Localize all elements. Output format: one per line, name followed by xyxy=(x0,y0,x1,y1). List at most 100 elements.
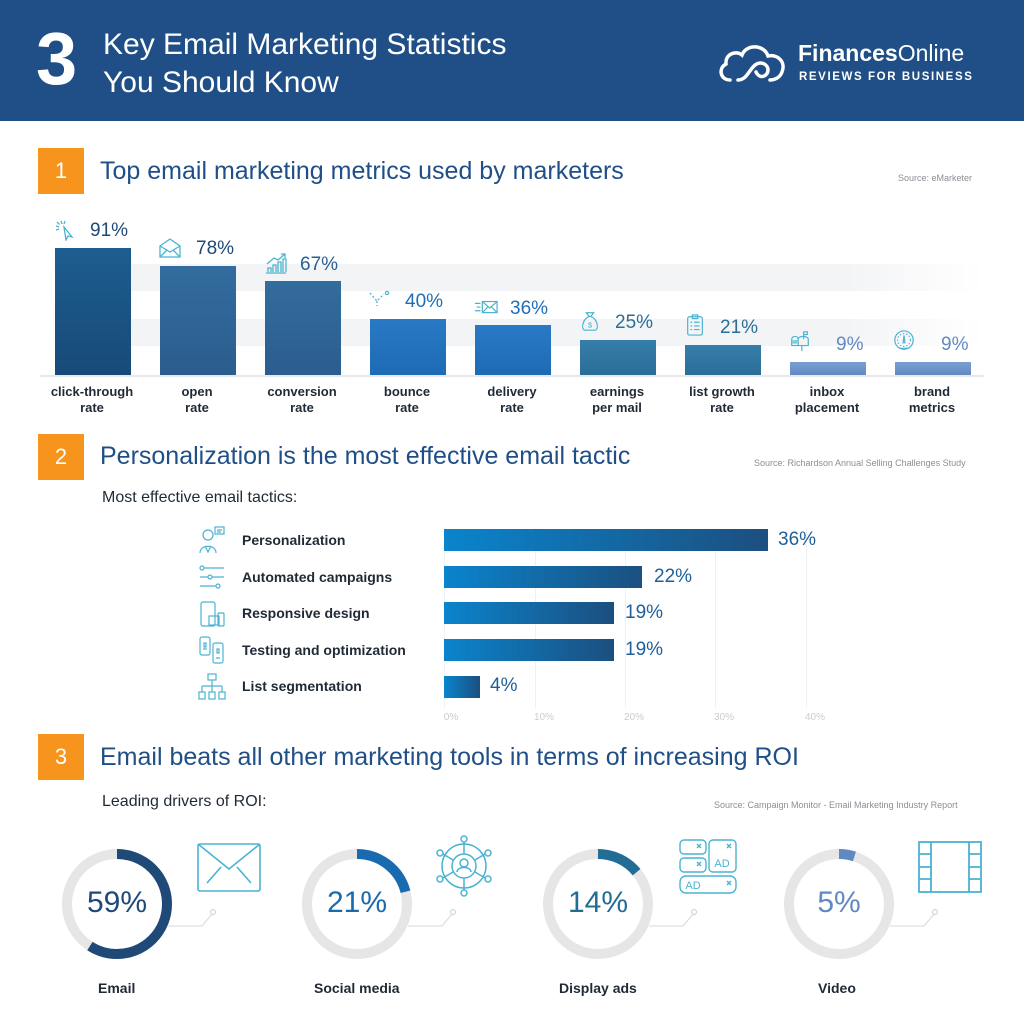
bar-earnings-per-mail xyxy=(580,340,656,375)
cloud-logo-icon xyxy=(719,45,785,82)
section-2-title: Personalization is the most effective em… xyxy=(100,442,631,470)
label-list-growth-rate: list growth rate xyxy=(689,384,755,415)
section-2-number: 2 xyxy=(38,434,84,480)
envelope-icon xyxy=(197,843,261,892)
tactic-value-automated-campaigns: 22% xyxy=(654,566,693,587)
section-3-title: Email beats all other marketing tools in… xyxy=(100,743,799,771)
donut-display-ads xyxy=(543,849,653,959)
roi-label-video: Video xyxy=(818,980,856,996)
label-earnings-per-mail: earnings per mail xyxy=(589,384,645,415)
growth-chart-icon xyxy=(266,253,287,274)
connector-line xyxy=(649,909,697,927)
value-delivery-rate: 36% xyxy=(510,298,549,319)
film-strip-icon xyxy=(918,841,982,893)
social-network-icon xyxy=(436,835,492,897)
tactic-label-testing-optimization: Testing and optimization xyxy=(242,642,406,658)
gauge-icon xyxy=(894,330,914,350)
title-line-1: Key Email Marketing Statistics xyxy=(103,28,507,61)
label-bounce-rate: bounce rate xyxy=(383,384,431,415)
logo-tagline: REVIEWS FOR BUSINESS xyxy=(799,71,974,83)
svg-text:$: $ xyxy=(588,320,592,329)
label-open-rate: open rate xyxy=(181,384,213,415)
donut-value-display-ads: 14% xyxy=(567,886,629,919)
phones-icon xyxy=(199,636,224,664)
connector-line xyxy=(890,909,938,927)
label-conversion-rate: conversion rate xyxy=(267,384,337,415)
section-2-source: Source: Richardson Annual Selling Challe… xyxy=(754,458,966,468)
axis-tick: 20% xyxy=(623,712,644,723)
tactic-bar-automated-campaigns xyxy=(444,566,642,588)
value-bounce-rate: 40% xyxy=(405,291,444,312)
gridline-30 xyxy=(715,528,716,708)
chart-baseline xyxy=(40,375,984,377)
svg-text:AD: AD xyxy=(685,880,700,892)
tactic-label-responsive-design: Responsive design xyxy=(242,605,370,621)
axis-tick: 40% xyxy=(804,712,825,723)
gridline-20 xyxy=(625,528,626,708)
header-number: 3 xyxy=(36,17,78,100)
money-bag-icon: $ xyxy=(582,312,598,331)
tactic-value-list-segmentation: 4% xyxy=(490,675,518,696)
label-click-through-rate: click-through rate xyxy=(50,384,134,415)
bounce-icon xyxy=(369,290,390,306)
hierarchy-icon xyxy=(198,673,226,700)
roi-label-social-media: Social media xyxy=(314,980,400,996)
donut-value-video: 5% xyxy=(817,886,861,919)
axis-tick: 10% xyxy=(533,712,554,723)
label-inbox-placement: inbox placement xyxy=(794,384,860,415)
value-inbox-placement: 9% xyxy=(836,334,864,355)
tactic-bar-testing-optimization xyxy=(444,639,614,661)
tactic-value-responsive-design: 19% xyxy=(625,602,664,623)
donut-value-social-media: 21% xyxy=(326,886,388,919)
cursor-click-icon xyxy=(55,220,74,241)
header-banner: 3 Key Email Marketing Statistics You Sho… xyxy=(0,0,1024,121)
value-list-growth-rate: 21% xyxy=(720,317,759,338)
roi-label-display-ads: Display ads xyxy=(559,980,637,996)
donut-email xyxy=(62,849,172,959)
tactic-label-list-segmentation: List segmentation xyxy=(242,678,362,694)
donut-value-email: 59% xyxy=(86,886,148,919)
value-click-through-rate: 91% xyxy=(90,220,129,241)
bar-open-rate xyxy=(160,266,236,375)
bar-conversion-rate xyxy=(265,281,341,375)
tactic-bar-personalization xyxy=(444,529,768,551)
devices-icon xyxy=(200,601,225,627)
bar-bounce-rate xyxy=(370,319,446,375)
value-brand-metrics: 9% xyxy=(941,334,969,355)
sliders-icon xyxy=(199,565,224,589)
svg-text:AD: AD xyxy=(714,858,729,870)
title-line-2: You Should Know xyxy=(103,66,339,99)
fast-mail-icon xyxy=(474,300,498,314)
section-1-number: 1 xyxy=(38,148,84,194)
donut-video xyxy=(784,849,894,959)
bar-list-growth-rate xyxy=(685,345,761,375)
tactic-value-testing-optimization: 19% xyxy=(625,639,664,660)
label-delivery-rate: delivery rate xyxy=(487,384,537,415)
bar-click-through-rate xyxy=(55,248,131,375)
page-title: Key Email Marketing Statistics You Shoul… xyxy=(103,26,506,102)
mailbox-icon xyxy=(791,331,809,352)
clipboard-list-icon xyxy=(687,314,703,336)
tactic-label-automated-campaigns: Automated campaigns xyxy=(242,569,393,585)
section-3-source: Source: Campaign Monitor - Email Marketi… xyxy=(714,800,958,810)
section-1-source: Source: eMarketer xyxy=(898,173,973,183)
gridline-40 xyxy=(806,528,807,708)
section-3-subtitle: Leading drivers of ROI: xyxy=(102,793,267,810)
roi-label-email: Email xyxy=(98,980,136,996)
tactic-label-personalization: Personalization xyxy=(242,532,346,548)
person-chat-icon xyxy=(199,526,225,554)
bar-brand-metrics xyxy=(895,362,971,375)
value-earnings-per-mail: 25% xyxy=(615,312,654,333)
connector-line xyxy=(408,909,456,927)
open-envelope-icon xyxy=(159,238,181,258)
logo-brand: FinancesOnline xyxy=(798,40,965,66)
label-brand-metrics: brand metrics xyxy=(908,384,956,415)
axis-tick: 0% xyxy=(443,712,459,723)
bar-inbox-placement xyxy=(790,362,866,375)
section-1-title: Top email marketing metrics used by mark… xyxy=(100,157,624,185)
section-3-number: 3 xyxy=(38,734,84,780)
tactic-value-personalization: 36% xyxy=(778,529,817,550)
value-open-rate: 78% xyxy=(196,238,235,259)
connector-line xyxy=(168,909,216,927)
section-2-subtitle: Most effective email tactics: xyxy=(102,489,298,506)
